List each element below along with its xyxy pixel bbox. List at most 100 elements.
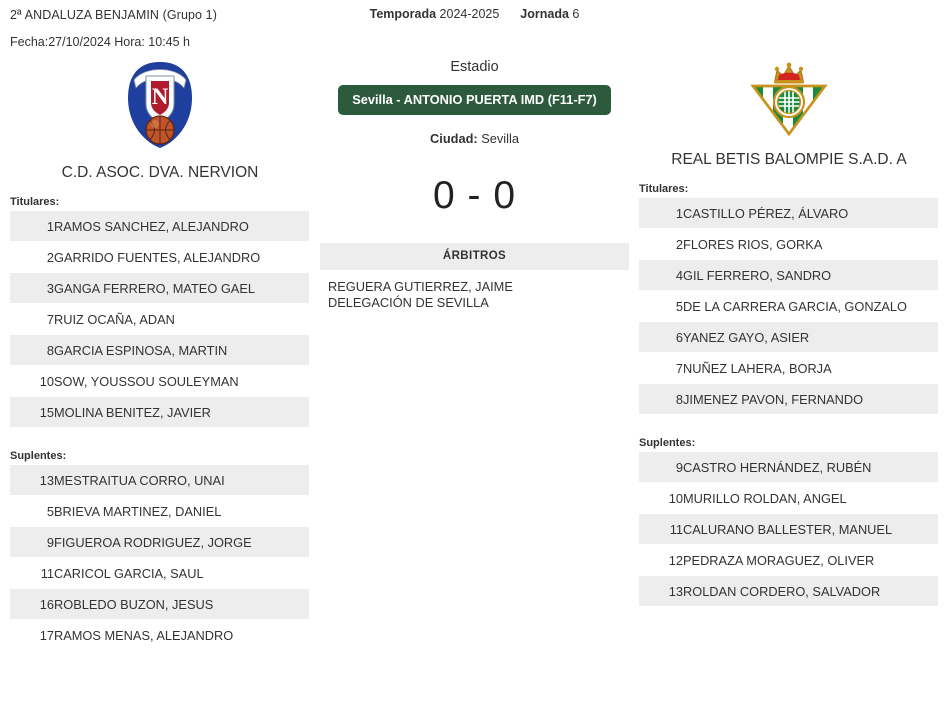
player-name: BRIEVA MARTINEZ, DANIEL [54,495,309,527]
real-betis-crest-icon [629,58,949,140]
table-row[interactable]: 12 PEDRAZA MORAGUEZ, OLIVER [639,544,938,576]
table-row[interactable]: 5 DE LA CARRERA GARCIA, GONZALO [639,290,938,322]
table-row[interactable]: 3 GANGA FERRERO, MATEO GAEL [10,272,309,304]
stadium-badge[interactable]: Sevilla - ANTONIO PUERTA IMD (F11-F7) [338,85,611,115]
away-substitutes-body: 9 CASTRO HERNÁNDEZ, RUBÉN 10 MURILLO ROLDA… [639,452,938,607]
player-name: MESTRAITUA CORRO, UNAI [54,465,309,496]
player-number: 5 [10,495,54,527]
table-row[interactable]: 13 MESTRAITUA CORRO, UNAI [10,465,309,496]
player-name: DE LA CARRERA GARCIA, GONZALO [683,290,938,322]
table-row[interactable]: 8 GARCIA ESPINOSA, MARTIN [10,334,309,366]
table-row[interactable]: 17 RAMOS MENAS, ALEJANDRO [10,619,309,651]
competition-title: 2ª ANDALUZA BENJAMIN (Grupo 1) [10,8,217,22]
home-substitutes-section: Suplentes: 13 MESTRAITUA CORRO, UNAI 5 BRI… [0,450,320,651]
table-row[interactable]: 6 YANEZ GAYO, ASIER [639,321,938,353]
player-number: 8 [10,334,54,366]
svg-text:N: N [152,84,169,109]
referees-list: REGUERA GUTIERREZ, JAIME DELEGACIÓN DE S… [320,279,629,312]
referee-entry: REGUERA GUTIERREZ, JAIME [328,279,513,294]
player-name: NUÑEZ LAHERA, BORJA [683,352,938,384]
stadium-label: Estadio [450,59,499,75]
nervion-crest-icon: N [0,58,320,150]
player-number: 5 [639,290,683,322]
player-number: 1 [10,211,54,242]
player-number: 10 [10,365,54,397]
player-number: 7 [10,303,54,335]
table-row[interactable]: 5 BRIEVA MARTINEZ, DANIEL [10,495,309,527]
away-team-name: REAL BETIS BALOMPIE S.A.D. A [671,151,907,168]
table-row[interactable]: 15 MOLINA BENITEZ, JAVIER [10,396,309,428]
table-row[interactable]: 2 GARRIDO FUENTES, ALEJANDRO [10,241,309,273]
player-name: GIL FERRERO, SANDRO [683,259,938,291]
player-number: 6 [639,321,683,353]
season-value: 2024-2025 [439,7,500,21]
nervion-crest-svg: N [128,62,192,148]
player-number: 1 [639,198,683,229]
table-row[interactable]: 10 MURILLO ROLDAN, ANGEL [639,482,938,514]
player-number: 16 [10,588,54,620]
table-row[interactable]: 2 FLORES RIOS, GORKA [639,228,938,260]
player-name: GARCIA ESPINOSA, MARTIN [54,334,309,366]
player-number: 9 [10,526,54,558]
away-substitutes-label: Suplentes: [639,437,696,449]
table-row[interactable]: 9 CASTRO HERNÁNDEZ, RUBÉN [639,452,938,483]
match-info-panel: Estadio Sevilla - ANTONIO PUERTA IMD (F1… [320,52,629,312]
home-starters-label: Titulares: [10,196,60,208]
season-matchday: Temporada 2024-2025 Jornada 6 [0,7,949,21]
player-name: CASTILLO PÉREZ, ÁLVARO [683,198,938,229]
player-name: GANGA FERRERO, MATEO GAEL [54,272,309,304]
player-number: 4 [639,259,683,291]
player-name: RAMOS SANCHEZ, ALEJANDRO [54,211,309,242]
player-number: 9 [639,452,683,483]
home-starters-section: Titulares: 1 RAMOS SANCHEZ, ALEJANDRO 2 GA… [0,196,320,428]
player-name: ROBLEDO BUZON, JESUS [54,588,309,620]
table-row[interactable]: 1 CASTILLO PÉREZ, ÁLVARO [639,198,938,229]
match-body: N C.D. ASOC. DVA. NERVION Titulares: 1 RA… [0,52,949,651]
player-number: 10 [639,482,683,514]
table-row[interactable]: 11 CALURANO BALLESTER, MANUEL [639,513,938,545]
table-row[interactable]: 10 SOW, YOUSSOU SOULEYMAN [10,365,309,397]
match-center-column: Estadio Sevilla - ANTONIO PUERTA IMD (F1… [320,52,629,312]
table-row[interactable]: 4 GIL FERRERO, SANDRO [639,259,938,291]
away-substitutes-section: Suplentes: 9 CASTRO HERNÁNDEZ, RUBÉN 10 MU… [629,437,949,607]
player-name: FLORES RIOS, GORKA [683,228,938,260]
player-name: RAMOS MENAS, ALEJANDRO [54,619,309,651]
referees-header: ÁRBITROS [320,243,629,270]
table-row[interactable]: 8 JIMENEZ PAVON, FERNANDO [639,383,938,415]
player-name: CALURANO BALLESTER, MANUEL [683,513,938,545]
player-number: 12 [639,544,683,576]
player-number: 13 [10,465,54,496]
table-row[interactable]: 7 NUÑEZ LAHERA, BORJA [639,352,938,384]
player-name: RUIZ OCAÑA, ADAN [54,303,309,335]
table-row[interactable]: 1 RAMOS SANCHEZ, ALEJANDRO [10,211,309,242]
player-number: 7 [639,352,683,384]
home-starters-table: 1 RAMOS SANCHEZ, ALEJANDRO 2 GARRIDO FUENT… [10,211,309,428]
city-value: Sevilla [481,131,519,146]
table-row[interactable]: 7 RUIZ OCAÑA, ADAN [10,303,309,335]
player-number: 2 [639,228,683,260]
player-name: SOW, YOUSSOU SOULEYMAN [54,365,309,397]
player-number: 13 [639,575,683,607]
player-number: 2 [10,241,54,273]
match-header: 2ª ANDALUZA BENJAMIN (Grupo 1) Fecha:27/… [0,0,949,52]
player-name: ROLDAN CORDERO, SALVADOR [683,575,938,607]
away-starters-body: 1 CASTILLO PÉREZ, ÁLVARO 2 FLORES RIOS, GO… [639,198,938,415]
player-number: 11 [639,513,683,545]
player-name: CASTRO HERNÁNDEZ, RUBÉN [683,452,938,483]
city-row: Ciudad: Sevilla [320,131,629,146]
player-name: JIMENEZ PAVON, FERNANDO [683,383,938,415]
matchday-value: 6 [572,7,580,21]
table-row[interactable]: 16 ROBLEDO BUZON, JESUS [10,588,309,620]
home-team-heading: N C.D. ASOC. DVA. NERVION [0,52,320,182]
away-substitutes-table: 9 CASTRO HERNÁNDEZ, RUBÉN 10 MURILLO ROLDA… [639,452,938,607]
away-starters-label: Titulares: [639,183,689,195]
score-display: 0 - 0 [432,174,517,217]
player-name: YANEZ GAYO, ASIER [683,321,938,353]
match-datetime: Fecha:27/10/2024 Hora: 10:45 h [10,35,190,49]
player-name: PEDRAZA MORAGUEZ, OLIVER [683,544,938,576]
table-row[interactable]: 11 CARICOL GARCIA, SAUL [10,557,309,589]
real-betis-crest-svg [750,62,828,137]
player-name: MURILLO ROLDAN, ANGEL [683,482,938,514]
table-row[interactable]: 9 FIGUEROA RODRIGUEZ, JORGE [10,526,309,558]
table-row[interactable]: 13 ROLDAN CORDERO, SALVADOR [639,575,938,607]
